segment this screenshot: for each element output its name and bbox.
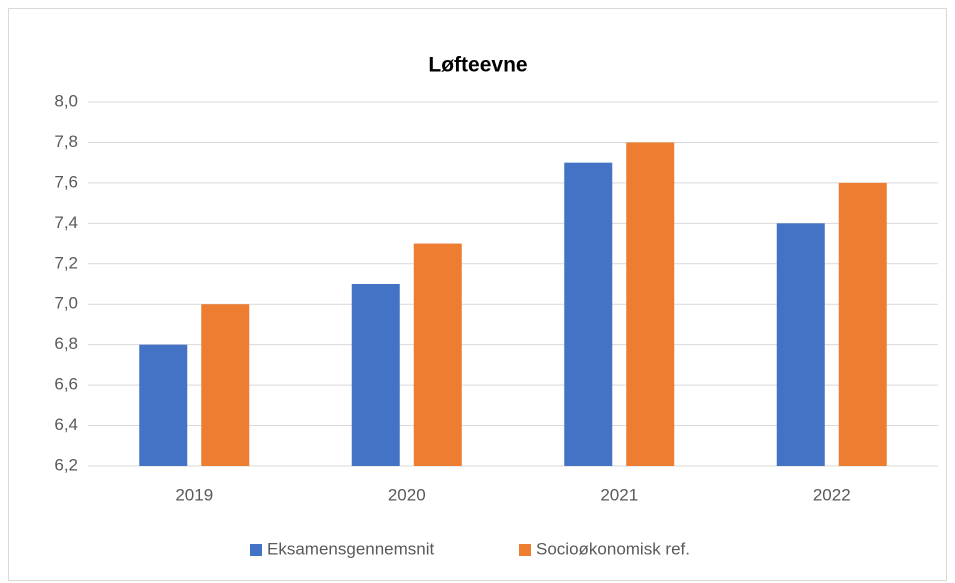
- y-tick-label: 7,0: [54, 294, 78, 313]
- bar: [776, 223, 825, 466]
- bar: [201, 304, 250, 466]
- bar: [564, 162, 613, 466]
- bar: [413, 243, 462, 466]
- x-tick-label: 2021: [600, 485, 638, 504]
- y-tick-label: 6,8: [54, 334, 78, 353]
- y-tick-label: 6,6: [54, 375, 78, 394]
- bar: [139, 344, 188, 466]
- bar: [626, 142, 675, 466]
- y-tick-label: 6,2: [54, 455, 78, 474]
- x-tick-label: 2019: [175, 485, 213, 504]
- y-tick-label: 8,0: [54, 91, 78, 110]
- y-tick-label: 7,2: [54, 253, 78, 272]
- chart-title: Løfteevne: [428, 54, 527, 77]
- bar: [351, 284, 400, 466]
- legend-swatch: [250, 544, 262, 556]
- bar: [838, 182, 887, 466]
- y-tick-label: 7,4: [54, 213, 78, 232]
- legend-label: Eksamensgennemsnit: [267, 539, 435, 558]
- legend-swatch: [519, 544, 531, 556]
- x-tick-label: 2020: [388, 485, 426, 504]
- legend-label: Socioøkonomisk ref.: [536, 539, 690, 558]
- y-tick-label: 7,8: [54, 132, 78, 151]
- y-tick-label: 7,6: [54, 172, 78, 191]
- y-tick-label: 6,4: [54, 415, 78, 434]
- x-tick-label: 2022: [813, 485, 851, 504]
